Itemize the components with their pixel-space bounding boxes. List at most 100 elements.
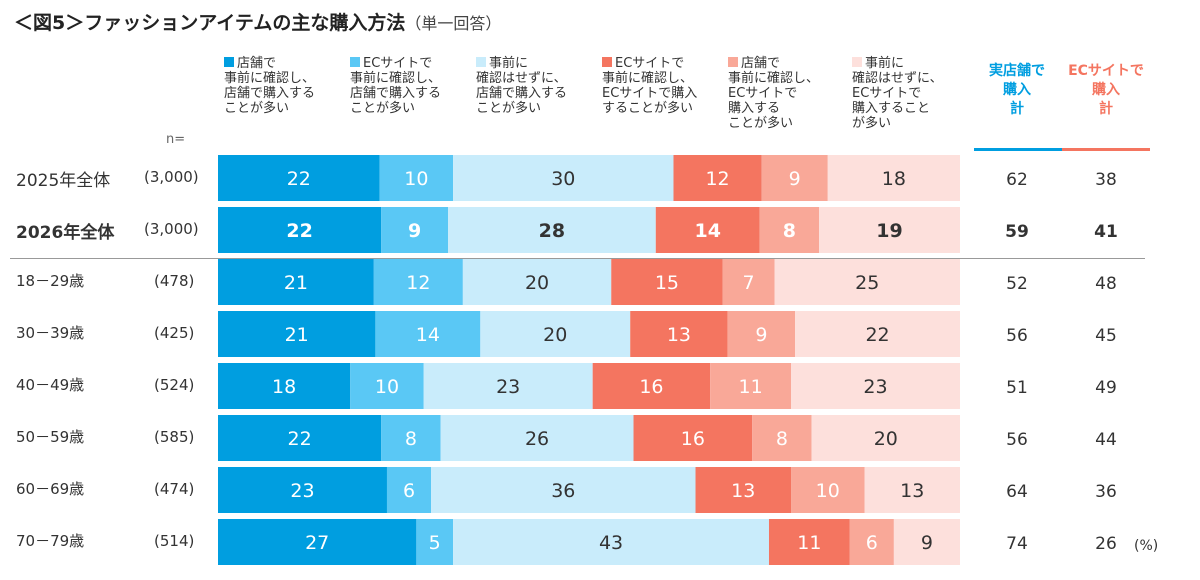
row-label: 40－49歳 <box>16 376 85 394</box>
bar-value-label: 8 <box>783 220 796 242</box>
row-sample-size: (478) <box>154 272 195 290</box>
bar-segment <box>453 519 769 565</box>
summary-value: 74 <box>1006 534 1028 554</box>
bar-segment <box>218 363 351 409</box>
bar-value-label: 11 <box>797 532 821 554</box>
bar-value-label: 36 <box>551 480 575 502</box>
bar-value-label: 10 <box>816 480 840 502</box>
bar-segment <box>710 363 792 409</box>
legend-swatch <box>602 57 612 67</box>
bar-segment <box>218 415 382 461</box>
bar-value-label: 18 <box>272 376 296 398</box>
summary-header-1: 実店舗で 購入計 <box>989 63 1045 117</box>
row-label: 50－59歳 <box>16 428 85 446</box>
bar-segment <box>592 363 711 409</box>
bar-segment <box>768 519 850 565</box>
bar-value-label: 23 <box>863 376 887 398</box>
bar-value-label: 22 <box>865 324 889 346</box>
bar-segment <box>218 519 417 565</box>
bar-value-label: 8 <box>776 428 788 450</box>
legend-swatch <box>476 57 486 67</box>
bar-segment <box>791 363 960 409</box>
bar-segment <box>218 259 374 305</box>
row-label: 70－79歳 <box>16 532 85 550</box>
legend-text: ECサイトで <box>363 56 433 71</box>
bar-value-label: 9 <box>408 220 421 242</box>
bar-segment <box>791 467 865 513</box>
summary-value: 41 <box>1094 222 1118 242</box>
chart-subtitle: （単一回答） <box>405 14 502 33</box>
row-label: 2026年全体 <box>16 223 115 243</box>
legend-text: 事前に確認し、 <box>350 71 442 86</box>
legend-text: 確認はせずに、 <box>852 71 943 86</box>
legend-item-3: 事前に 確認はせずに、 店舗で購入する ことが多い <box>476 56 567 116</box>
bar-value-label: 12 <box>406 272 430 294</box>
legend-text: が多い <box>852 116 892 131</box>
group-separator <box>10 258 1145 259</box>
bar-segment <box>695 467 792 513</box>
row-sample-size: (514) <box>154 532 195 550</box>
legend-item-4: ECサイトで 事前に確認し、 ECサイトで購入 することが多い <box>602 56 697 116</box>
legend-text: ことが多い <box>350 101 416 116</box>
bar-segment <box>448 207 656 253</box>
bar-value-label: 20 <box>543 324 567 346</box>
legend-text: することが多い <box>602 101 694 116</box>
bar-value-label: 28 <box>539 220 565 242</box>
bar-segment <box>633 415 753 461</box>
legend-text: ことが多い <box>476 101 542 116</box>
bar-segment <box>630 311 728 357</box>
bar-segment <box>811 415 960 461</box>
summary-value: 26 <box>1095 534 1117 554</box>
legend-text: 事前に <box>865 56 905 71</box>
summary-value: 48 <box>1095 274 1117 294</box>
summary-value: 52 <box>1006 274 1028 294</box>
legend-text: 店舗で購入する <box>224 86 316 101</box>
bar-value-label: 22 <box>286 220 312 242</box>
summary-value: 36 <box>1095 482 1117 502</box>
unit-label: (%) <box>1134 538 1159 554</box>
legend-text: 事前に <box>489 56 529 71</box>
bar-value-label: 21 <box>284 272 308 294</box>
bar-value-label: 16 <box>681 428 705 450</box>
bar-value-label: 13 <box>731 480 755 502</box>
legend-text: 店舗で <box>237 56 277 71</box>
summary-underline-1 <box>974 148 1062 151</box>
legend-text: 事前に確認し、 <box>602 71 694 86</box>
bar-value-label: 20 <box>525 272 549 294</box>
bar-value-label: 9 <box>921 532 933 554</box>
bar-value-label: 7 <box>742 272 754 294</box>
legend-text: 確認はせずに、 <box>476 71 567 86</box>
legend-swatch <box>350 57 360 67</box>
bar-segment <box>375 311 481 357</box>
row-label: 2025年全体 <box>16 171 111 191</box>
n-label: n= <box>166 132 186 147</box>
legend-text: ECサイトで購入 <box>602 86 698 101</box>
summary-value: 51 <box>1006 378 1028 398</box>
bar-segment <box>423 363 593 409</box>
legend-text: 購入する <box>728 101 781 116</box>
bar-value-label: 19 <box>876 220 902 242</box>
bar-value-label: 9 <box>789 168 801 190</box>
bar-segment <box>893 519 960 565</box>
bar-value-label: 18 <box>882 168 906 190</box>
bar-value-label: 11 <box>739 376 763 398</box>
bar-segment <box>727 311 796 357</box>
row-sample-size: (3,000) <box>144 220 199 238</box>
bar-segment <box>218 155 380 201</box>
bar-value-label: 10 <box>375 376 399 398</box>
bar-segment <box>381 207 449 253</box>
bar-segment <box>440 415 634 461</box>
bar-value-label: 22 <box>287 168 311 190</box>
bar-segment <box>431 467 696 513</box>
bar-value-label: 13 <box>900 480 924 502</box>
bar-segment <box>381 415 441 461</box>
summary-value: 49 <box>1095 378 1117 398</box>
row-label: 60－69歳 <box>16 480 85 498</box>
bar-value-label: 9 <box>755 324 767 346</box>
legend-text: ECサイトで <box>852 86 922 101</box>
summary-value: 64 <box>1006 482 1028 502</box>
bar-value-label: 27 <box>305 532 329 554</box>
summary-value: 56 <box>1006 430 1028 450</box>
bar-value-label: 14 <box>694 220 720 242</box>
